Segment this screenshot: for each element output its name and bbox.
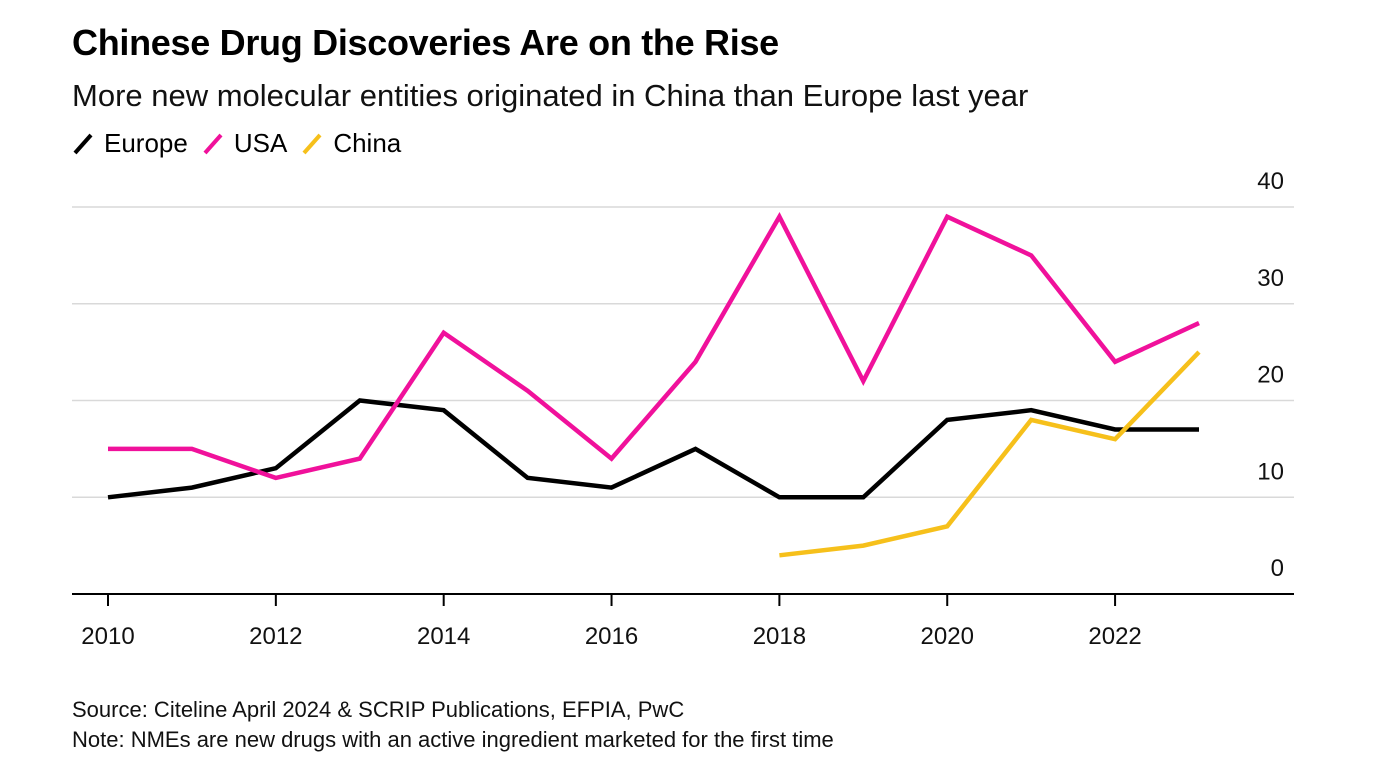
legend-label-china: China [333, 128, 402, 158]
source-note: Source: Citeline April 2024 & SCRIP Publ… [72, 697, 685, 722]
chart-subtitle: More new molecular entities originated i… [72, 78, 1029, 113]
legend-label-europe: Europe [104, 128, 188, 158]
legend-item-china: China [301, 128, 401, 159]
y-axis-ticks: 0 10 20 30 40 [1257, 168, 1284, 582]
x-tick-label-2018: 2018 [753, 623, 806, 650]
chart-legend: Europe USA China [72, 128, 415, 159]
y-tick-label-10: 10 [1257, 458, 1284, 485]
legend-swatch-usa [203, 133, 223, 154]
x-tick-label-2012: 2012 [249, 623, 302, 650]
x-tick-label-2016: 2016 [585, 623, 638, 650]
series-lines [107, 211, 1201, 558]
x-tick-label-2014: 2014 [417, 623, 470, 650]
legend-item-usa: USA [202, 128, 287, 159]
gridlines [72, 206, 1294, 498]
series-line-usa [108, 211, 1200, 481]
legend-item-europe: Europe [72, 128, 188, 159]
y-tick-label-0: 0 [1271, 555, 1284, 582]
y-tick-label-30: 30 [1257, 265, 1284, 292]
x-tick-label-2020: 2020 [921, 623, 974, 650]
x-axis: 2010 2012 2014 2016 2018 2020 2022 [72, 593, 1294, 650]
legend-label-usa: USA [233, 128, 288, 158]
series-line-china [779, 350, 1201, 558]
legend-swatch-china [302, 133, 322, 154]
series-line-europe [107, 398, 1199, 500]
legend-swatch-europe [73, 133, 93, 154]
x-tick-label-2010: 2010 [81, 623, 134, 650]
x-tick-label-2022: 2022 [1088, 623, 1141, 650]
line-chart: 0 10 20 30 40 2010 2012 2014 2016 2018 2020 2022 [72, 168, 1294, 650]
y-tick-label-40: 40 [1257, 168, 1284, 195]
chart-title: Chinese Drug Discoveries Are on the Rise [72, 22, 779, 63]
footnote: Note: NMEs are new drugs with an active … [72, 727, 834, 752]
y-tick-label-20: 20 [1257, 362, 1284, 389]
